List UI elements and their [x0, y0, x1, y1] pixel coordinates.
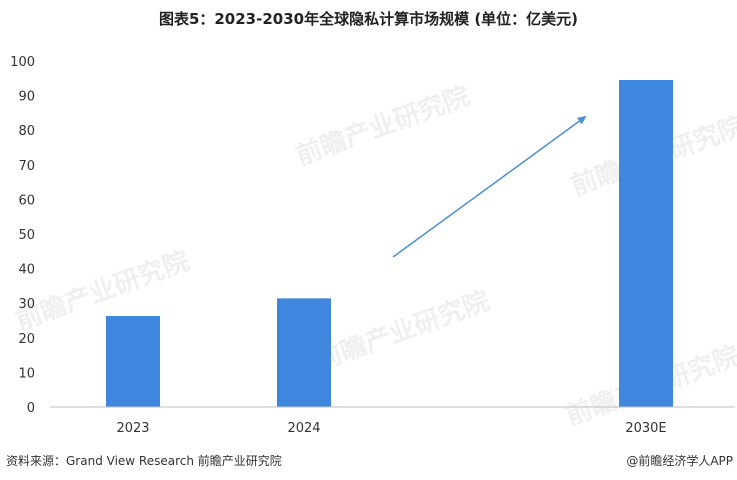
source-note: 资料来源：Grand View Research 前瞻产业研究院 [6, 454, 282, 468]
bar-2023 [106, 316, 160, 407]
watermark-text: 前瞻产业研究院 [312, 285, 494, 376]
x-tick-label: 2030E [625, 421, 666, 436]
watermark-text: 前瞻产业研究院 [12, 245, 194, 336]
y-tick-label: 70 [18, 159, 35, 174]
y-tick-label: 20 [18, 332, 35, 347]
x-axis-ticks: 2023 2024 2030E [116, 421, 666, 436]
x-tick-label: 2023 [116, 421, 149, 436]
bars-layer [106, 80, 673, 407]
chart-title: 图表5：2023-2030年全球隐私计算市场规模 (单位：亿美元) [158, 10, 579, 28]
bar-2030E [619, 80, 673, 407]
y-tick-label: 80 [18, 124, 35, 139]
watermark-text: 前瞻产业研究院 [292, 80, 474, 171]
trend-arrow [392, 115, 587, 258]
y-tick-label: 10 [18, 366, 35, 381]
x-tick-label: 2024 [287, 421, 320, 436]
y-tick-label: 40 [18, 263, 35, 278]
y-axis-ticks: 0 10 20 30 40 50 60 70 80 90 100 [10, 55, 35, 416]
y-tick-label: 0 [27, 401, 35, 416]
y-tick-label: 50 [18, 228, 35, 243]
y-tick-label: 90 [18, 90, 35, 105]
y-tick-label: 100 [10, 55, 35, 70]
credit-note: @前瞻经济学人APP [626, 454, 733, 468]
y-tick-label: 60 [18, 193, 35, 208]
y-tick-label: 30 [18, 297, 35, 312]
bar-2024 [277, 298, 331, 407]
